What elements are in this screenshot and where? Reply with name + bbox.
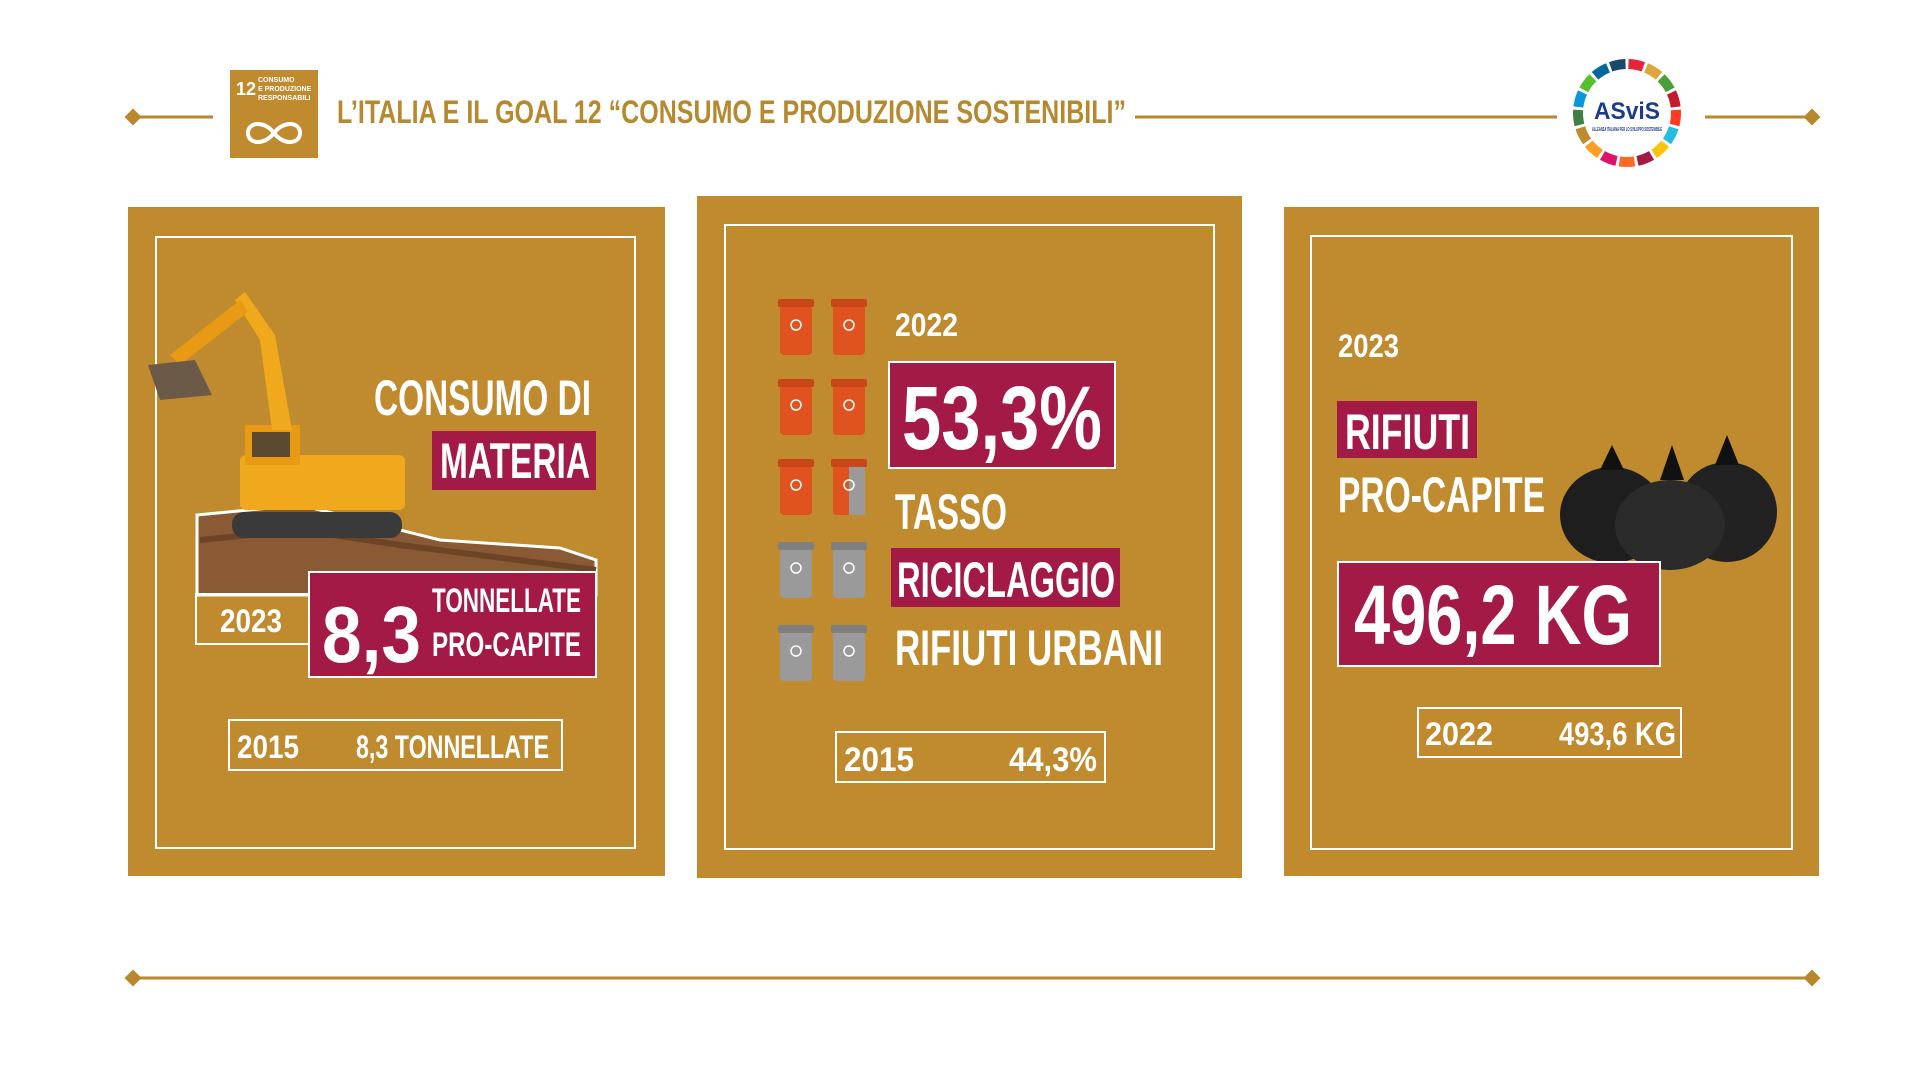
logo-ring-segment <box>1579 74 1597 93</box>
bin-lid <box>778 379 814 387</box>
logo-ring-segment <box>1636 151 1654 166</box>
bin-symbol <box>790 562 802 574</box>
baseline-value: 8,3 TONNELLATE <box>356 729 549 765</box>
value: 8,3 <box>322 590 421 679</box>
bags-illustration <box>1560 435 1777 570</box>
year: 2023 <box>1338 328 1399 364</box>
unit: PRO-CAPITE <box>432 626 581 664</box>
card-title-highlight: RIFIUTI <box>1345 404 1470 460</box>
card-title: CONSUMO DI <box>374 370 591 426</box>
year: 2022 <box>895 307 958 343</box>
sdg-number: 12 <box>236 79 256 99</box>
bin-lid <box>778 542 814 550</box>
bin-lid <box>831 379 867 387</box>
logo-ring-segment <box>1628 59 1645 72</box>
logo-ring-segment <box>1644 63 1663 80</box>
sdg-label: E PRODUZIONE <box>258 86 312 93</box>
baseline-year: 2015 <box>237 729 299 765</box>
bin-symbol <box>843 399 855 411</box>
card-title-highlight: MATERIA <box>440 433 590 489</box>
asvis-logo: ASviS ALLEANZA ITALIANA PER LO SVILUPPO … <box>1572 59 1682 168</box>
sdg-label: CONSUMO <box>258 77 295 84</box>
logo-ring-segment <box>1657 74 1675 93</box>
logo-ring-segment <box>1667 90 1681 108</box>
bin-lid <box>778 625 814 633</box>
baseline-value: 44,3% <box>1009 741 1097 779</box>
unit: TONNELLATE <box>432 582 581 620</box>
label: TASSO <box>895 484 1007 540</box>
logo-ring-segment <box>1669 109 1682 127</box>
bin-lid <box>778 459 814 467</box>
bin-lid <box>831 625 867 633</box>
logo-subtitle: ALLEANZA ITALIANA PER LO SVILUPPO SOSTEN… <box>1592 127 1662 133</box>
bin-lid <box>831 542 867 550</box>
logo-ring-segment <box>1573 90 1587 108</box>
bin <box>849 465 865 515</box>
year: 2023 <box>220 603 282 639</box>
logo-ring-segment <box>1584 140 1603 158</box>
bin-symbol <box>843 479 855 491</box>
logo-ring-segment <box>1575 126 1592 145</box>
logo-ring-segment <box>1618 156 1636 168</box>
bins-illustration <box>778 299 867 681</box>
page-title: L’ITALIA E IL GOAL 12 “CONSUMO E PRODUZI… <box>337 94 1126 130</box>
baseline-year: 2015 <box>844 741 914 779</box>
sdg-badge: 12 CONSUMO E PRODUZIONE RESPONSABILI <box>230 70 318 158</box>
baseline-value: 493,6 KG <box>1559 716 1676 752</box>
bin-symbol <box>790 319 802 331</box>
logo-ring-segment <box>1609 59 1626 72</box>
baseline-year: 2022 <box>1425 716 1493 752</box>
logo-ring-segment <box>1572 109 1585 127</box>
bin-symbol <box>843 562 855 574</box>
card-waste: 2023 RIFIUTI PRO-CAPITE 496,2 KG 2022 49… <box>1284 207 1819 876</box>
footer-rule <box>124 969 1821 987</box>
logo-text: ASviS <box>1594 98 1660 125</box>
value: 496,2 KG <box>1354 568 1632 662</box>
logo-ring-segment <box>1600 151 1618 166</box>
value: 53,3% <box>902 369 1102 469</box>
label: RIFIUTI URBANI <box>895 620 1163 676</box>
bin-symbol <box>790 645 802 657</box>
bin-lid <box>831 459 867 467</box>
bin-symbol <box>790 479 802 491</box>
card-recycling: 2022 53,3% TASSO RICICLAGGIO RIFIUTI URB… <box>697 196 1242 878</box>
logo-ring-segment <box>1591 63 1610 80</box>
bin-symbol <box>843 645 855 657</box>
bin-lid <box>831 299 867 307</box>
sdg-label: RESPONSABILI <box>258 95 311 102</box>
card-title: PRO-CAPITE <box>1338 467 1545 523</box>
logo-ring-segment <box>1651 140 1670 158</box>
label-highlight: RICICLAGGIO <box>897 552 1115 608</box>
card-material: CONSUMO DI MATERIA 2023 8,3 TONNELLATE P… <box>128 207 665 876</box>
bin-symbol <box>790 399 802 411</box>
bin-symbol <box>843 319 855 331</box>
bin-lid <box>778 299 814 307</box>
logo-ring-segment <box>1662 126 1679 145</box>
